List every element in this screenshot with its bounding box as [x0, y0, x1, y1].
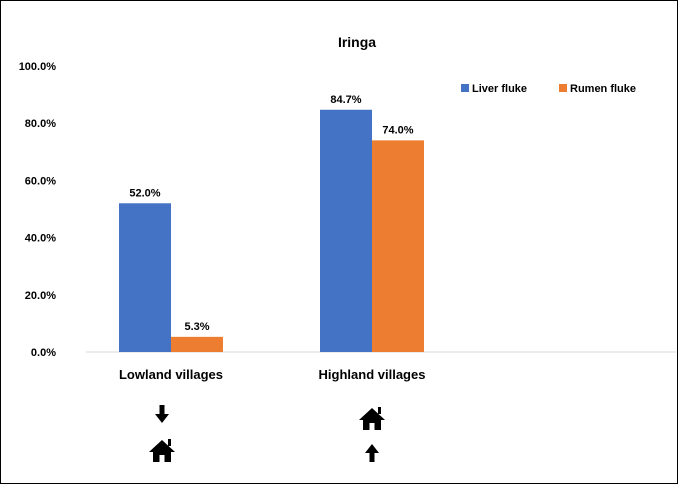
y-tick-label: 100.0%: [19, 61, 57, 73]
bar-liver-fluke: [119, 203, 171, 352]
bars: [119, 109, 424, 353]
chart-title: Iringa: [338, 34, 376, 50]
legend: Liver fluke Rumen fluke: [461, 83, 636, 95]
y-tick-label: 60.0%: [25, 175, 56, 187]
legend-swatch-rumen-fluke: [559, 84, 567, 92]
legend-swatch-liver-fluke: [461, 84, 469, 92]
data-label: 84.7%: [330, 94, 361, 106]
y-axis: 0.0% 20.0% 40.0% 60.0% 80.0% 100.0%: [19, 61, 57, 359]
x-axis-labels: Lowland villages Highland villages: [119, 367, 425, 382]
house-icon: [149, 439, 175, 462]
data-label: 74.0%: [382, 124, 413, 136]
y-tick-label: 40.0%: [25, 233, 56, 245]
data-labels: 52.0% 5.3% 84.7% 74.0%: [129, 94, 413, 333]
y-tick-label: 80.0%: [25, 118, 56, 130]
data-label: 5.3%: [184, 321, 209, 333]
data-label: 52.0%: [129, 187, 160, 199]
x-tick-label: Highland villages: [319, 367, 426, 382]
y-tick-label: 0.0%: [31, 347, 56, 359]
y-tick-label: 20.0%: [25, 290, 56, 302]
bar-rumen-fluke: [171, 336, 223, 352]
house-icon: [359, 407, 385, 430]
legend-label-liver-fluke: Liver fluke: [472, 83, 527, 95]
down-arrow-icon: [155, 405, 169, 423]
up-arrow-icon: [365, 444, 379, 462]
bar-rumen-fluke: [372, 140, 424, 352]
bar-liver-fluke: [320, 109, 372, 353]
x-tick-label: Lowland villages: [119, 367, 223, 382]
legend-label-rumen-fluke: Rumen fluke: [570, 83, 636, 95]
